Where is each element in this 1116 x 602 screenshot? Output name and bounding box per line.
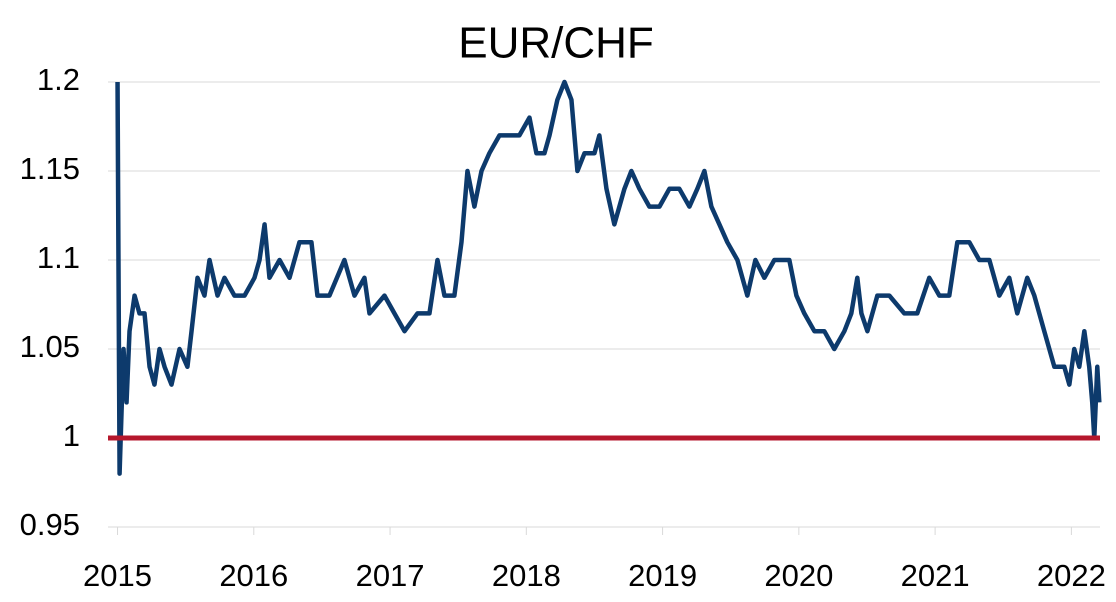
x-tick-label: 2016: [219, 558, 288, 593]
line-series: [115, 79, 1102, 476]
chart-title: EUR/CHF: [458, 19, 654, 68]
x-tick-label: 2022: [1037, 558, 1106, 593]
x-tick-label: 2017: [356, 558, 425, 593]
y-tick-label: 1.2: [37, 62, 80, 97]
x-tick-label: 2020: [764, 558, 833, 593]
y-tick-label: 1: [63, 418, 80, 453]
x-tick-label: 2021: [901, 558, 970, 593]
y-tick-label: 1.05: [20, 329, 80, 364]
y-tick-label: 1.15: [20, 151, 80, 186]
y-tick-label: 0.95: [20, 507, 80, 542]
y-tick-label: 1.1: [37, 240, 80, 275]
x-tick-label: 2015: [83, 558, 152, 593]
x-tick-label: 2019: [628, 558, 697, 593]
x-tick-label: 2018: [492, 558, 561, 593]
